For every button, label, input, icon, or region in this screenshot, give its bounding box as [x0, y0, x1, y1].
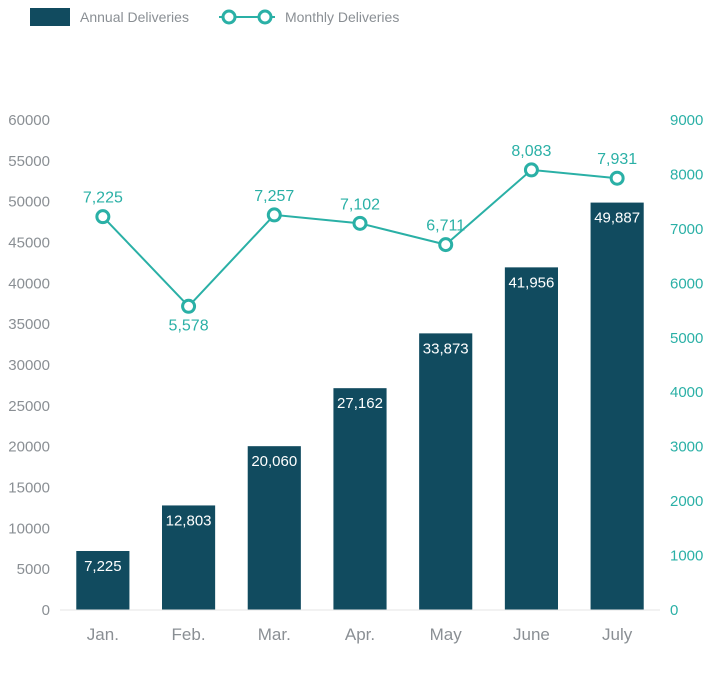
right-axis-tick: 1000 — [670, 548, 703, 565]
right-axis-tick: 7000 — [670, 221, 703, 238]
line-value-label: 6,711 — [426, 218, 465, 235]
right-axis-tick: 8000 — [670, 166, 703, 183]
left-axis-tick: 55000 — [8, 153, 50, 170]
category-label: July — [602, 625, 633, 644]
bar-value-label: 20,060 — [251, 453, 297, 470]
category-label: Feb. — [172, 625, 206, 644]
right-axis-tick: 4000 — [670, 384, 703, 401]
bar-value-label: 12,803 — [166, 512, 212, 529]
line-marker — [354, 217, 366, 229]
bar — [505, 267, 558, 610]
line-value-label: 5,578 — [169, 317, 209, 334]
line-value-label: 7,225 — [83, 190, 123, 207]
line-marker — [440, 239, 452, 251]
left-axis-tick: 35000 — [8, 316, 50, 333]
legend-item-bar: Annual Deliveries — [30, 8, 189, 26]
right-axis-tick: 0 — [670, 602, 678, 619]
line-marker — [97, 211, 109, 223]
right-axis-tick: 6000 — [670, 275, 703, 292]
bar — [419, 333, 472, 610]
category-label: June — [513, 625, 550, 644]
legend-swatch-line — [219, 8, 275, 26]
right-axis-tick: 5000 — [670, 330, 703, 347]
left-axis-tick: 50000 — [8, 194, 50, 211]
line-marker — [525, 164, 537, 176]
bar — [333, 388, 386, 610]
line-value-label: 7,257 — [254, 188, 294, 205]
left-axis-tick: 45000 — [8, 235, 50, 252]
bar-value-label: 33,873 — [423, 340, 469, 357]
left-axis-tick: 5000 — [17, 561, 50, 578]
chart-svg: 0500010000150002000025000300003500040000… — [0, 0, 717, 691]
legend-label-line: Monthly Deliveries — [285, 9, 399, 25]
bar-value-label: 41,956 — [508, 274, 554, 291]
legend-label-bar: Annual Deliveries — [80, 9, 189, 25]
line-marker — [268, 209, 280, 221]
left-axis-tick: 15000 — [8, 480, 50, 497]
bar — [591, 203, 644, 610]
chart-legend: Annual Deliveries Monthly Deliveries — [30, 8, 399, 26]
right-axis-tick: 9000 — [670, 112, 703, 129]
deliveries-chart: Annual Deliveries Monthly Deliveries 0 50… — [0, 0, 717, 691]
bar-value-label: 7,225 — [84, 558, 122, 575]
left-axis-tick: 30000 — [8, 357, 50, 374]
left-axis-tick: 10000 — [8, 520, 50, 537]
line-value-label: 7,931 — [597, 151, 637, 168]
line-value-label: 8,083 — [511, 143, 551, 160]
left-axis-tick: 25000 — [8, 398, 50, 415]
legend-item-line: Monthly Deliveries — [219, 8, 399, 26]
left-axis-tick: 40000 — [8, 275, 50, 292]
bar-value-label: 27,162 — [337, 395, 383, 412]
category-label: Jan. — [87, 625, 119, 644]
category-label: Apr. — [345, 625, 375, 644]
category-label: Mar. — [258, 625, 291, 644]
line-value-label: 7,102 — [340, 196, 380, 213]
line-marker — [183, 300, 195, 312]
right-axis-tick: 2000 — [670, 493, 703, 510]
bar-value-label: 49,887 — [594, 210, 640, 227]
left-axis-tick: 60000 — [8, 112, 50, 129]
line-marker — [611, 172, 623, 184]
category-label: May — [430, 625, 463, 644]
bar — [248, 446, 301, 610]
legend-swatch-bar — [30, 8, 70, 26]
right-axis-tick: 3000 — [670, 439, 703, 456]
left-axis-tick: 0 — [42, 602, 50, 619]
left-axis-tick: 20000 — [8, 439, 50, 456]
